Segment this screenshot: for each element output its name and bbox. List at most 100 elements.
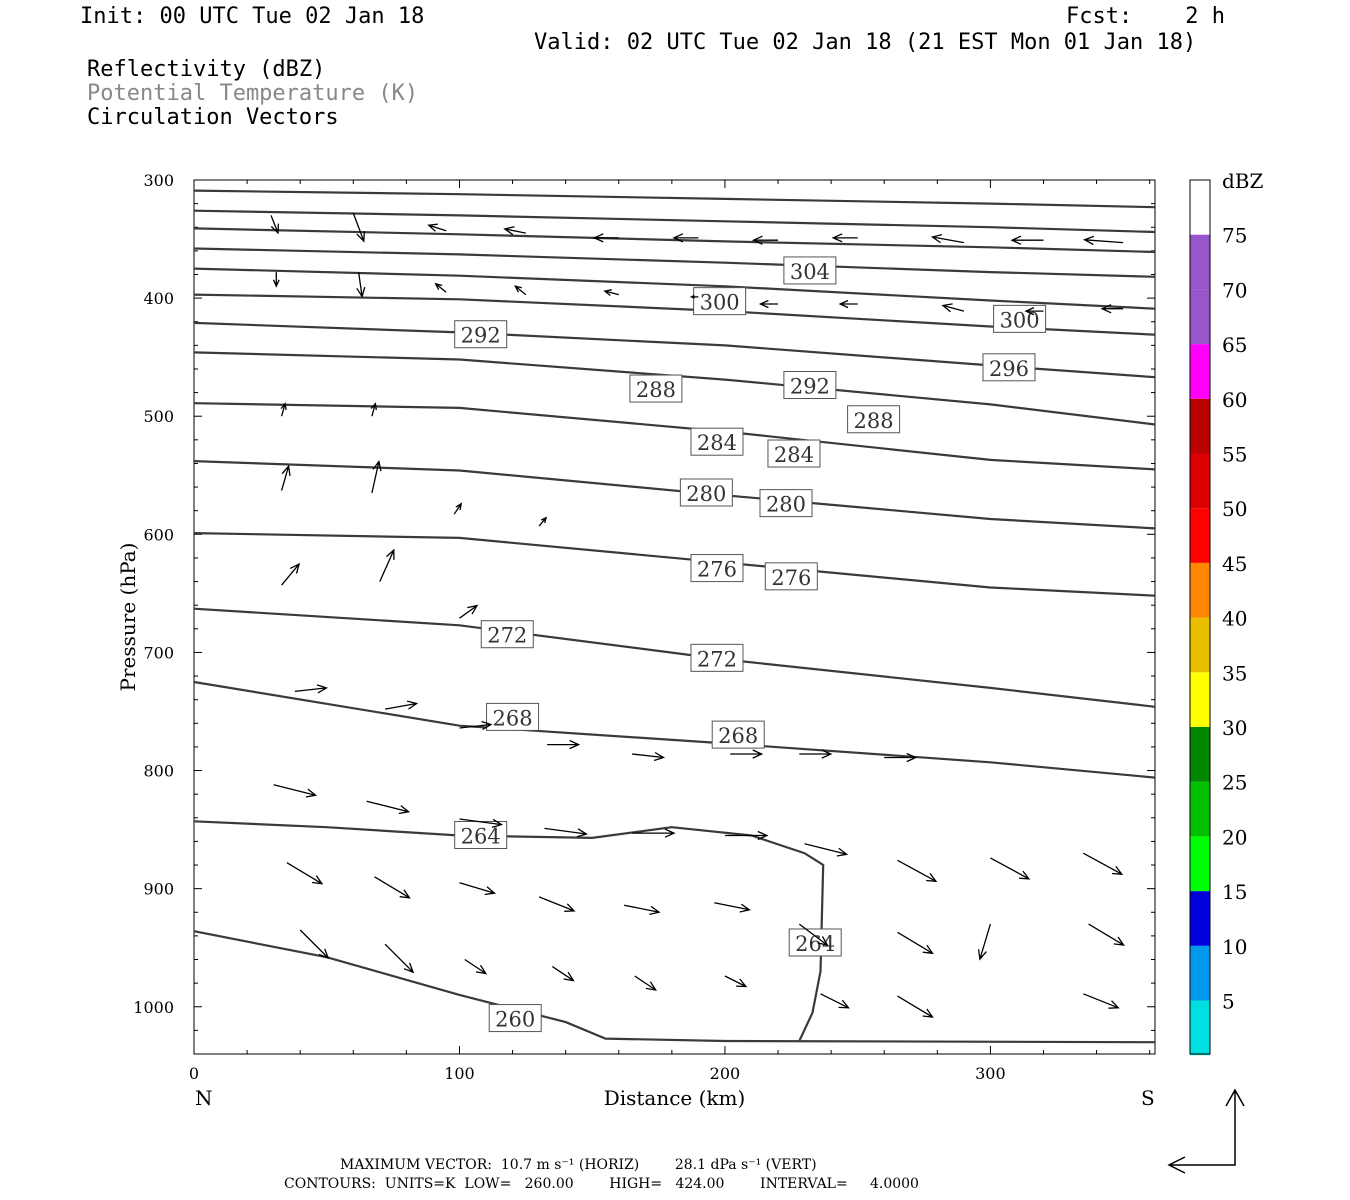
valid-time: Valid: 02 UTC Tue 02 Jan 18 (21 EST Mon …	[534, 30, 1197, 55]
circulation-vector	[374, 876, 411, 899]
x-tick-label: 200	[710, 1064, 741, 1083]
circulation-vector	[299, 929, 330, 960]
circulation-vector	[384, 700, 419, 710]
colorbar-label: 30	[1222, 716, 1247, 740]
contour-label-box	[759, 489, 813, 518]
circulation-vector	[538, 896, 576, 912]
theta-contour-316	[193, 189, 1156, 209]
circulation-vector	[1010, 235, 1044, 245]
circulation-vector	[352, 212, 366, 243]
contour-label-box	[847, 405, 901, 434]
contour-label-box	[690, 427, 744, 456]
circulation-vector	[758, 299, 778, 309]
circulation-vector	[547, 739, 581, 750]
max-vector-note: MAXIMUM VECTOR: 10.7 m s⁻¹ (HORIZ) 28.1 …	[340, 1157, 817, 1173]
contour-label: 280	[686, 482, 726, 506]
circulation-vector	[799, 749, 833, 759]
circulation-vector	[631, 751, 666, 762]
reference-vector-arrow	[1167, 1088, 1245, 1174]
circulation-vector	[884, 752, 918, 763]
contour-label: 268	[493, 706, 533, 730]
dbz-colorbar: dBZ 5 10 15 20 25 30 35 40 45 50 55 60 65 70 75	[1189, 169, 1264, 1056]
circulation-vector	[632, 828, 676, 838]
contour-label-box	[982, 353, 1036, 382]
circulation-vector	[538, 516, 548, 527]
colorbar-label: 25	[1222, 771, 1247, 795]
circulation-vector	[286, 862, 324, 885]
circulation-vector	[603, 289, 619, 297]
legend-circulation-vectors: Circulation Vectors	[87, 105, 339, 130]
contour-label-box	[690, 643, 744, 672]
circulation-vector	[724, 975, 748, 988]
colorbar-label: 75	[1222, 224, 1247, 248]
colorbar-segment	[1190, 234, 1210, 290]
circulation-vector	[1082, 852, 1124, 875]
circulation-vector	[1100, 304, 1124, 314]
colorbar-segment	[1190, 344, 1210, 399]
circulation-vector	[379, 548, 395, 582]
contour-label: 272	[487, 624, 527, 648]
circulation-vector	[730, 749, 764, 759]
colorbar-segment	[1190, 1000, 1210, 1056]
theta-contour-280	[193, 460, 1156, 530]
circulation-vector	[384, 943, 415, 974]
theta-contour-288	[193, 351, 1156, 426]
contour-label: 276	[771, 566, 811, 590]
circulation-vector	[1083, 993, 1120, 1009]
contour-label-box	[486, 702, 540, 731]
contour-label-box	[783, 371, 837, 400]
circulation-vector	[990, 857, 1031, 880]
circulation-vector	[1088, 923, 1125, 946]
circulation-vector	[272, 272, 280, 288]
circulation-vector	[897, 931, 934, 955]
y-tick-label: 800	[143, 762, 174, 781]
circulation-vector	[623, 904, 661, 916]
x-tick-label: 0	[189, 1064, 199, 1083]
colorbar-label: 35	[1222, 661, 1247, 685]
south-end-label: S	[1141, 1086, 1155, 1110]
circulation-vector	[280, 464, 291, 491]
contour-label-box	[454, 320, 508, 349]
colorbar-segment	[1190, 945, 1210, 1001]
theta-contour-292	[193, 321, 1156, 379]
y-tick-label: 1000	[133, 998, 174, 1017]
theta-contour-304	[193, 247, 1156, 278]
forecast-hour: Fcst: 2 h	[1066, 4, 1225, 29]
circulation-vector	[371, 459, 382, 494]
contour-label-box	[764, 562, 818, 591]
contour-label-box	[480, 620, 534, 649]
circulation-vector	[592, 233, 619, 243]
contour-label: 296	[989, 357, 1029, 381]
colorbar-segment	[1190, 617, 1210, 673]
colorbar-label: 5	[1222, 990, 1235, 1014]
y-axis-label: Pressure (hPa)	[116, 543, 140, 692]
colorbar-label: 15	[1222, 880, 1247, 904]
init-time: Init: 00 UTC Tue 02 Jan 18	[80, 4, 425, 29]
contour-label: 280	[766, 493, 806, 517]
contour-label: 284	[697, 431, 737, 455]
circulation-vector	[714, 902, 751, 913]
colorbar-label: 45	[1222, 552, 1247, 576]
circulation-vector	[280, 402, 287, 417]
contour-label: 292	[790, 375, 830, 399]
colorbar-title: dBZ	[1222, 169, 1264, 193]
colorbar-label: 60	[1222, 388, 1247, 412]
circulation-vector	[281, 562, 301, 586]
circulation-vector	[634, 975, 658, 991]
colorbar-label: 20	[1222, 825, 1247, 849]
theta-contour-272	[193, 607, 1156, 708]
colorbar-segment	[1190, 453, 1210, 509]
contour-label: 268	[718, 724, 758, 748]
circulation-vector	[459, 604, 479, 619]
contour-label: 260	[495, 1008, 535, 1032]
contour-label-box	[679, 478, 733, 507]
circulation-vector	[434, 282, 447, 293]
contour-label-box	[993, 304, 1047, 333]
colorbar-segment	[1190, 836, 1210, 892]
y-tick-label: 600	[143, 525, 174, 544]
contour-label: 272	[697, 647, 737, 671]
colorbar-segment	[1190, 672, 1210, 727]
colorbar-segment	[1190, 289, 1210, 345]
circulation-vector	[464, 958, 488, 975]
